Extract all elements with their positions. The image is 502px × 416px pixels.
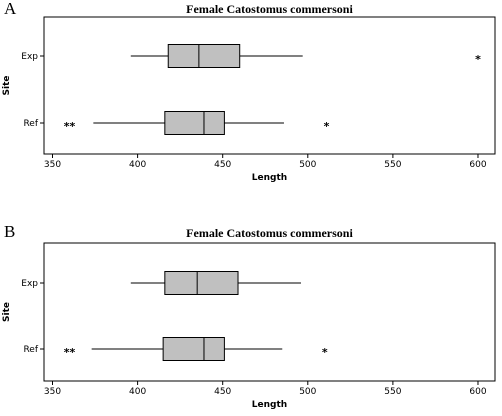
x-tick-label: 600: [469, 160, 486, 170]
box-iqr: [164, 271, 239, 295]
x-tick-label: 400: [129, 160, 146, 170]
outlier-marker: *: [475, 53, 481, 66]
x-tick-label: 550: [384, 160, 401, 170]
outlier-marker: *: [322, 346, 328, 359]
x-axis-label: Length: [252, 400, 287, 410]
outlier-marker: **: [64, 346, 76, 359]
y-axis-label: Site: [2, 76, 12, 96]
x-tick-label: 350: [44, 160, 61, 170]
panel-letter: A: [4, 0, 17, 18]
outlier-marker: *: [324, 120, 330, 133]
box-iqr: [162, 337, 225, 361]
plot-frame: [43, 16, 496, 155]
x-tick-label: 550: [384, 387, 401, 397]
outlier-marker: **: [64, 120, 76, 133]
panel-letter: B: [4, 222, 15, 241]
y-tick-label: Exp: [21, 52, 38, 62]
x-tick-label: 400: [129, 387, 146, 397]
x-tick-label: 450: [214, 387, 231, 397]
panel-a: A Female Catostomus commersoni 350 400 450 50…: [2, 0, 496, 183]
chart-title: Female Catostomus commersoni: [186, 2, 353, 16]
y-tick-label: Exp: [21, 279, 38, 289]
plot-frame: [43, 242, 496, 382]
x-tick-label: 600: [469, 387, 486, 397]
y-tick-label: Ref: [23, 119, 38, 129]
y-axis-label: Site: [2, 302, 12, 322]
x-tick-label: 500: [299, 387, 316, 397]
y-tick-label: Ref: [23, 345, 38, 355]
x-axis-label: Length: [252, 173, 287, 183]
x-tick-label: 500: [299, 160, 316, 170]
box-iqr: [167, 44, 241, 68]
chart-title: Female Catostomus commersoni: [186, 226, 353, 240]
panel-b: B Female Catostomus commersoni 350 400 450 50…: [2, 222, 496, 410]
x-tick-label: 350: [44, 387, 61, 397]
box-iqr: [164, 111, 225, 135]
x-tick-label: 450: [214, 160, 231, 170]
